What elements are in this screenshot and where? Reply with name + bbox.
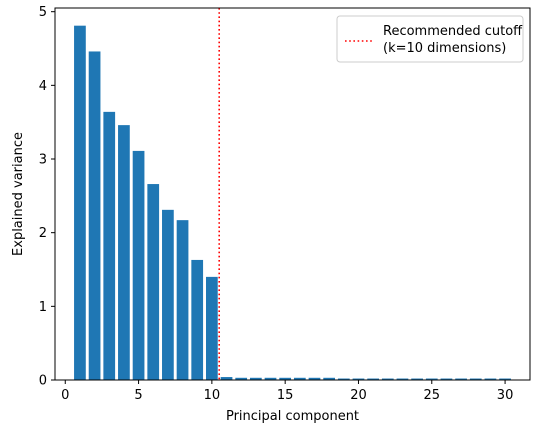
y-tick-label: 0 bbox=[39, 374, 47, 389]
bar bbox=[249, 377, 262, 380]
x-tick-label: 30 bbox=[497, 388, 514, 403]
bar bbox=[162, 209, 174, 380]
bar bbox=[118, 125, 130, 380]
legend-label-line2: (k=10 dimensions) bbox=[383, 41, 506, 56]
axes-group: 0 5 10 15 20 25 30 0 1 2 3 4 5 bbox=[39, 5, 531, 403]
x-axis-title: Principal component bbox=[226, 409, 359, 424]
x-tick-label: 25 bbox=[424, 388, 441, 403]
bar bbox=[176, 220, 189, 380]
x-tick-label: 10 bbox=[204, 388, 221, 403]
bar bbox=[103, 111, 116, 380]
y-tick-label: 3 bbox=[39, 153, 47, 168]
bar bbox=[337, 378, 350, 380]
bar bbox=[440, 378, 453, 380]
bar bbox=[499, 378, 511, 380]
bar bbox=[147, 184, 160, 380]
bar bbox=[264, 377, 277, 380]
bar bbox=[293, 377, 306, 380]
bar bbox=[411, 378, 423, 380]
bar bbox=[88, 51, 101, 380]
bar bbox=[279, 377, 292, 380]
bar bbox=[220, 377, 233, 380]
bar bbox=[455, 378, 467, 380]
bar bbox=[469, 378, 482, 380]
bar bbox=[308, 377, 321, 380]
x-tick-label: 5 bbox=[134, 388, 142, 403]
bar bbox=[74, 25, 86, 381]
bars-group bbox=[74, 25, 511, 381]
x-tick-label: 20 bbox=[350, 388, 367, 403]
y-tick-label: 5 bbox=[39, 5, 47, 20]
legend-box bbox=[336, 15, 524, 63]
bar bbox=[132, 150, 145, 380]
plot-frame bbox=[54, 7, 531, 381]
bar bbox=[396, 378, 409, 380]
bar bbox=[352, 378, 365, 380]
bar bbox=[191, 259, 204, 380]
bar bbox=[425, 378, 438, 380]
y-axis-title: Explained variance bbox=[11, 132, 26, 256]
bar bbox=[323, 377, 336, 380]
legend-label-line1: Recommended cutoff bbox=[383, 24, 523, 39]
bar bbox=[367, 378, 379, 380]
bar bbox=[484, 378, 497, 380]
y-tick-label: 4 bbox=[39, 79, 47, 94]
x-tick-label: 0 bbox=[61, 388, 69, 403]
bar bbox=[206, 276, 218, 380]
y-tick-label: 1 bbox=[39, 300, 47, 315]
x-tick-label: 15 bbox=[277, 388, 294, 403]
legend: Recommended cutoff (k=10 dimensions) bbox=[336, 15, 524, 63]
bar bbox=[381, 378, 394, 380]
y-tick-label: 2 bbox=[39, 226, 47, 241]
bar bbox=[235, 377, 248, 380]
